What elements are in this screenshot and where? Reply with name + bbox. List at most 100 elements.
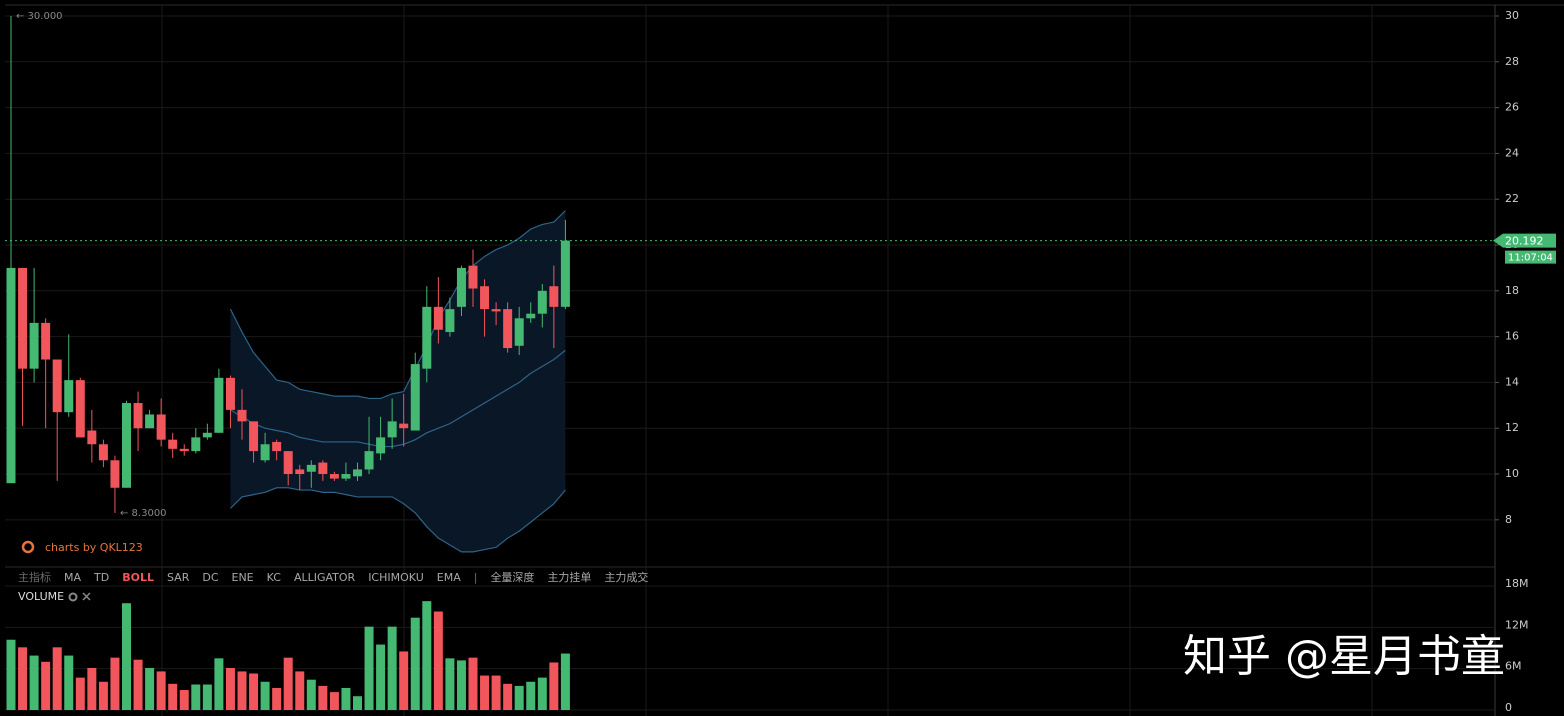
candle-body [122, 403, 131, 488]
bollinger-middle [230, 349, 566, 448]
volume-bar [87, 667, 97, 710]
volume-bar [272, 687, 282, 710]
volume-bar [468, 657, 478, 710]
candle-body [87, 430, 97, 445]
y-tick-label: 26 [1505, 101, 1519, 114]
indicator-tab[interactable]: ALLIGATOR [293, 570, 356, 584]
volume-tick-label: 6M [1505, 660, 1522, 673]
settings-icon[interactable] [68, 592, 78, 602]
volume-bar [133, 659, 143, 710]
volume-bar [353, 696, 362, 710]
candle-body [491, 309, 501, 312]
y-tick-label: 22 [1505, 192, 1519, 205]
volume-bar [399, 651, 409, 710]
indicator-tab[interactable]: DC [202, 570, 219, 584]
candle-body [18, 267, 28, 369]
indicator-tab[interactable]: SAR [166, 570, 190, 584]
candle-body [445, 309, 455, 333]
volume-bar [456, 660, 466, 710]
candle-body [133, 403, 143, 429]
volume-bar [376, 644, 386, 710]
volume-bar [168, 683, 178, 710]
volume-bar [514, 685, 524, 710]
watermark: 知乎 @星月书童 [1183, 631, 1505, 682]
candle-body [526, 313, 536, 319]
volume-bar [179, 690, 189, 710]
volume-bar [145, 667, 155, 710]
candle-body [272, 441, 282, 452]
candle-body [399, 423, 409, 429]
indicator-tab[interactable]: BOLL [122, 570, 154, 584]
indicator-tab[interactable]: 主力成交 [604, 571, 649, 584]
volume-bar [364, 626, 374, 710]
volume-bar [98, 681, 108, 710]
volume-bar [225, 667, 235, 710]
y-tick-label: 16 [1505, 330, 1519, 343]
candle-body [364, 451, 374, 470]
candle-body [376, 437, 386, 454]
indicator-tab[interactable]: 主力挂单 [547, 571, 592, 584]
countdown-box [1505, 250, 1556, 264]
volume-bar [237, 671, 247, 710]
candle-body [318, 462, 328, 475]
y-tick-label: 28 [1505, 55, 1519, 68]
candle-body [456, 267, 466, 307]
volume-bar [491, 675, 501, 710]
candle-body [549, 286, 559, 307]
indicator-tab[interactable]: EMA [436, 570, 461, 584]
vertical-grid [161, 5, 1373, 716]
logo-icon [21, 540, 35, 554]
indicator-tab[interactable]: 全量深度 [490, 571, 535, 584]
volume-bar [191, 684, 201, 710]
volume-bar [41, 661, 51, 710]
credit: charts by QKL123 [45, 541, 143, 554]
indicator-tab[interactable]: MA [64, 570, 82, 584]
candle-body [283, 451, 293, 475]
candle-body [75, 380, 85, 438]
high-annotation: ← 30.000 [16, 11, 63, 22]
volume-bar [503, 683, 513, 710]
indicator-tab[interactable]: TD [94, 570, 110, 584]
candle-body [387, 421, 397, 438]
candle-body [468, 265, 478, 289]
indicator-tab[interactable]: ENE [231, 570, 254, 584]
candle-body [29, 322, 39, 369]
bollinger-upper [229, 210, 566, 400]
volume-bar [110, 657, 120, 710]
volume-bar [202, 684, 212, 710]
volume-bar [445, 658, 455, 710]
volume-bar [560, 653, 570, 710]
candle-body [560, 240, 570, 307]
candle-body [214, 377, 224, 433]
candle-body [306, 464, 316, 472]
candle-body [64, 380, 74, 413]
volume-bar [306, 679, 316, 710]
candle-body [353, 469, 362, 477]
y-tick-label: 12 [1505, 421, 1519, 434]
candle-body [202, 432, 212, 438]
volume-bar [387, 626, 397, 710]
candle-body [480, 286, 490, 310]
volume-tick-label: 18M [1505, 577, 1529, 590]
indicator-tab[interactable]: KC [266, 570, 281, 584]
y-tick-label: 30 [1505, 9, 1519, 22]
candle-body [6, 267, 16, 484]
y-tick-label: 10 [1505, 467, 1519, 480]
volume-bar [433, 611, 443, 710]
indicator-tab[interactable]: 主指标 [18, 571, 51, 584]
candle-body [410, 364, 420, 431]
y-tick-label: 24 [1505, 146, 1519, 159]
volume-bar [526, 681, 536, 710]
volume-bar [75, 677, 85, 710]
candle-body [225, 377, 235, 410]
volume-bar [6, 639, 16, 710]
volume-bar [549, 662, 559, 710]
candle-body [503, 309, 513, 349]
close-icon[interactable] [82, 592, 91, 601]
candle-body [422, 306, 432, 369]
volume-title: VOLUME [18, 590, 64, 603]
indicator-tab: | [473, 570, 478, 584]
indicator-tab[interactable]: ICHIMOKU [368, 570, 424, 584]
